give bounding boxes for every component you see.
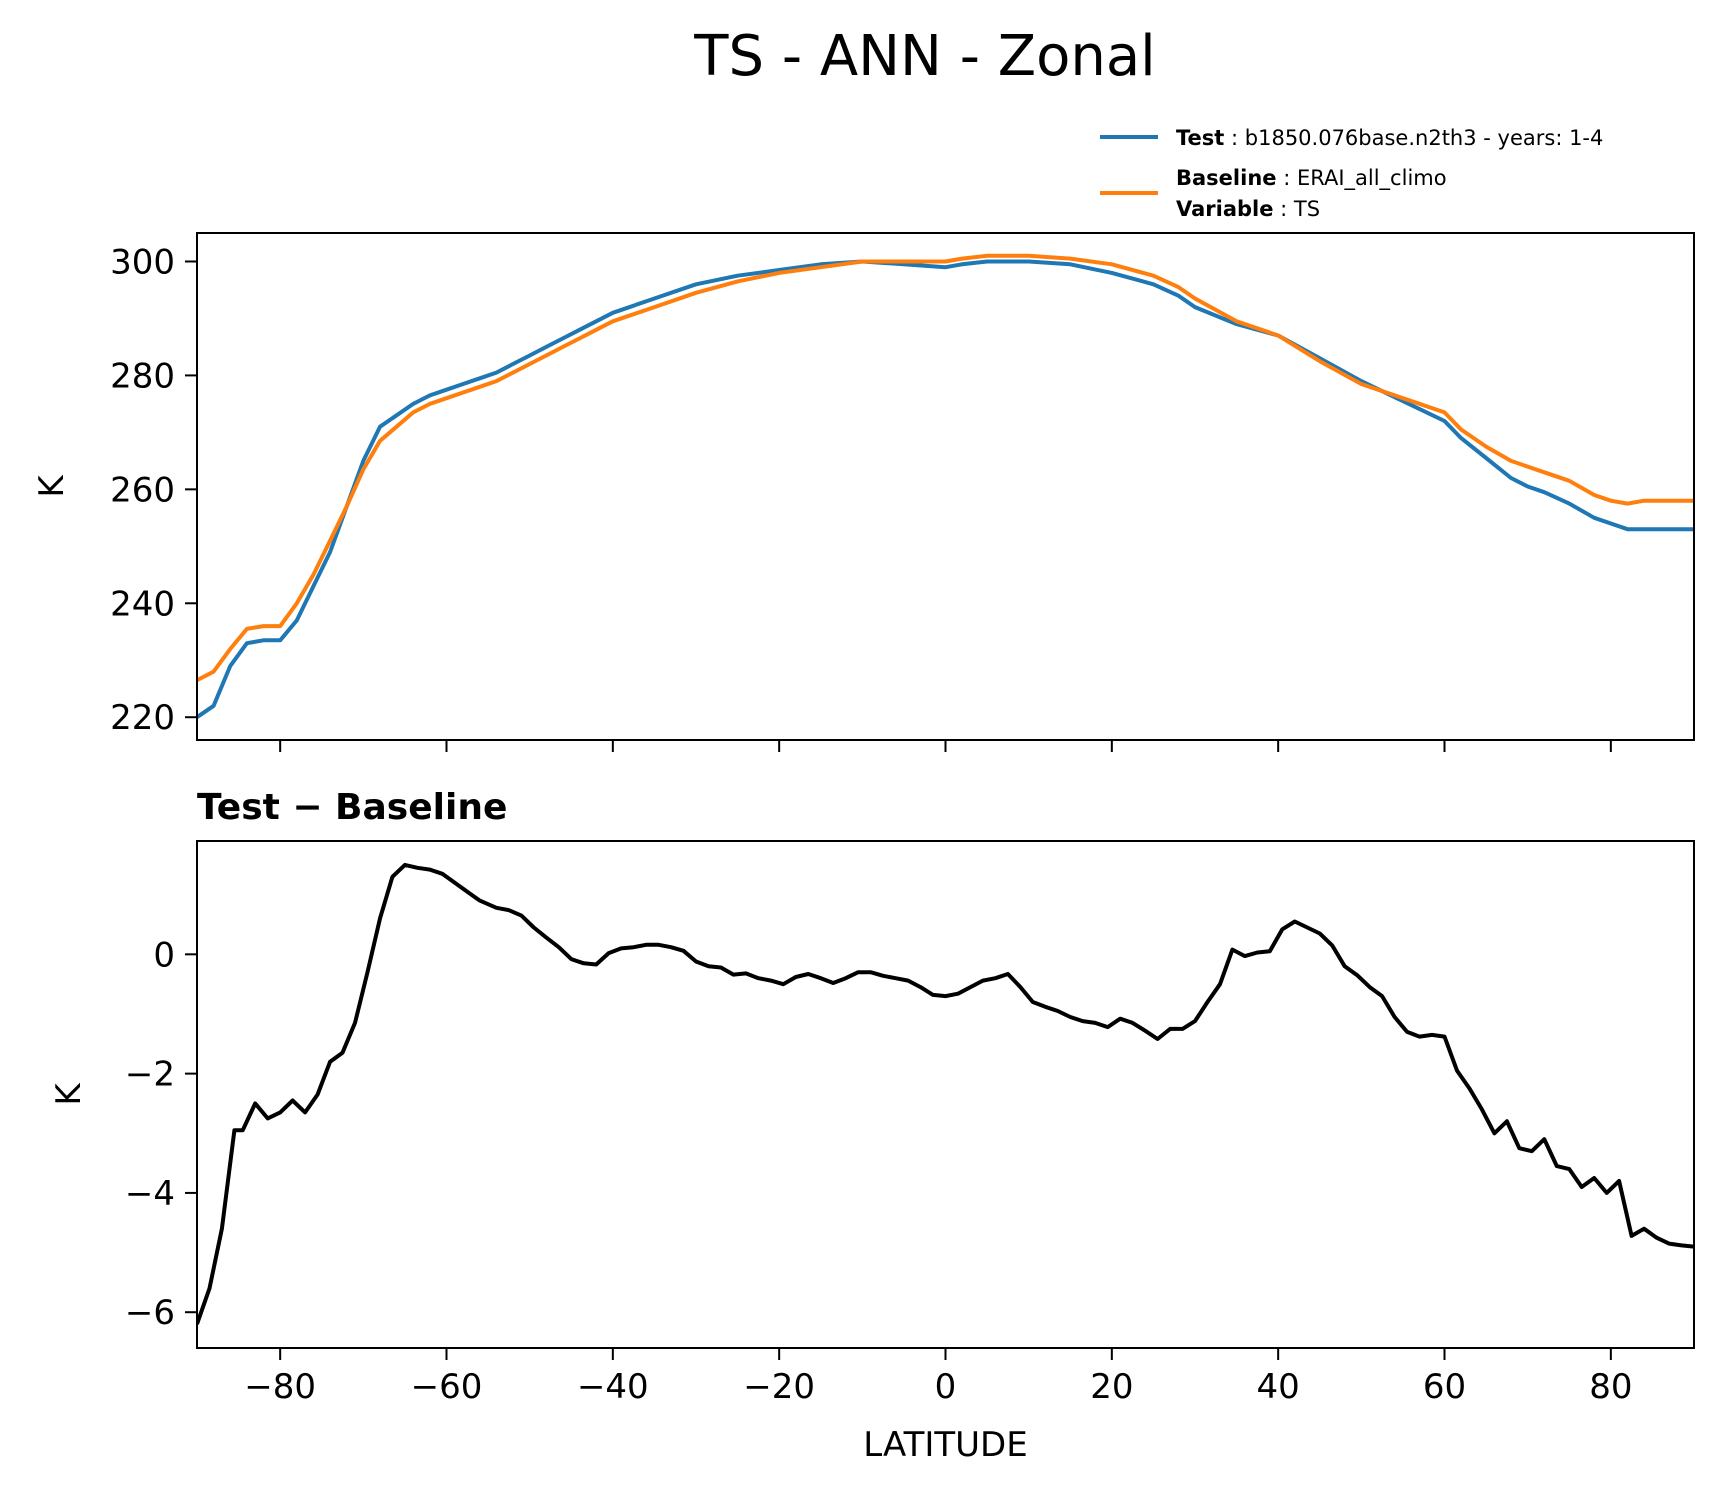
chart1-xlabel: LATITUDE — [863, 1425, 1027, 1465]
chart0-axes-frame — [196, 232, 1695, 741]
chart1-xtick-label: 60 — [1423, 1367, 1466, 1407]
legend-baseline-entry: Baseline : ERAI_all_climo — [1176, 166, 1447, 191]
legend-variable-text: TS — [1293, 197, 1320, 221]
chart1-xtick-label: 80 — [1589, 1367, 1632, 1407]
chart0-series-baseline-line — [197, 253, 1694, 682]
chart1-xtick-label: −20 — [743, 1367, 815, 1407]
chart1-ylabel: K — [49, 1082, 89, 1106]
chart0-ytick-label: 280 — [110, 356, 175, 396]
legend-variable-label: Variable — [1176, 197, 1273, 221]
chart1-ytick-label: −2 — [125, 1055, 175, 1095]
legend-test-entry: Test : b1850.076base.n2th3 - years: 1-4 — [1176, 126, 1603, 150]
chart1-subtitle: Test − Baseline — [197, 787, 507, 828]
legend-baseline-label: Baseline — [1176, 166, 1277, 190]
chart0-series-test-line — [197, 259, 1694, 719]
chart1-xtick-label: −60 — [411, 1367, 483, 1407]
chart1-series-difference-line — [197, 862, 1694, 1325]
legend: Test : b1850.076base.n2th3 - years: 1-4 … — [1100, 126, 1603, 221]
chart1-xtick-label: 20 — [1090, 1367, 1133, 1407]
legend-test-label: Test — [1176, 126, 1224, 150]
chart1-xtick-label: 0 — [935, 1367, 957, 1407]
chart0-ylabel: K — [32, 474, 72, 498]
chart1-ytick-label: 0 — [153, 935, 175, 975]
chart1-ytick-label: −4 — [125, 1174, 175, 1214]
chart1-xtick-label: −80 — [244, 1367, 316, 1407]
legend-baseline-text: ERAI_all_climo — [1297, 166, 1447, 191]
chart0-ytick-label: 240 — [110, 584, 175, 624]
chart0-ytick-label: 300 — [110, 242, 175, 282]
chart0-ytick-label: 260 — [110, 470, 175, 510]
chart1-ytick-label: −6 — [125, 1293, 175, 1333]
chart1-xtick-label: −40 — [577, 1367, 649, 1407]
chart1-axes-frame — [196, 840, 1695, 1349]
figure-title: TS - ANN - Zonal — [693, 24, 1155, 89]
chart0-ytick-label: 220 — [110, 698, 175, 738]
legend-variable-entry: Variable : TS — [1176, 197, 1320, 221]
top-panel: 220 240 260 280 300 K — [32, 232, 1695, 752]
legend-test-text: b1850.076base.n2th3 - years: 1-4 — [1245, 126, 1604, 150]
chart1-xtick-label: 40 — [1257, 1367, 1300, 1407]
